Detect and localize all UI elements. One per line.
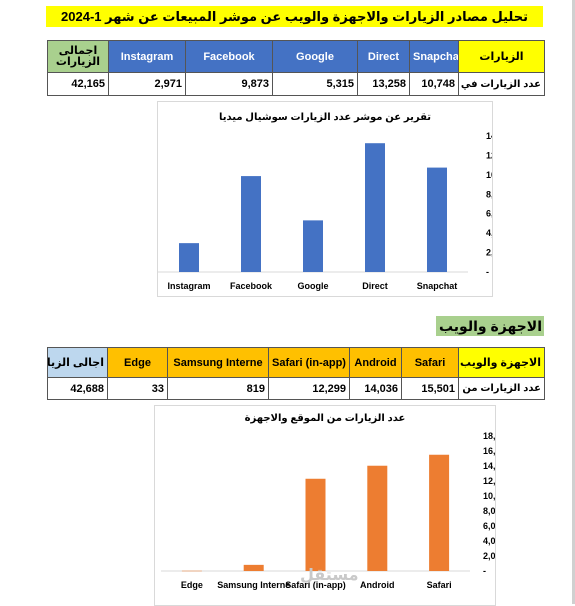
- table-cell: 5,315: [272, 72, 358, 96]
- bar: [429, 454, 450, 571]
- column-header: Google: [272, 40, 358, 73]
- column-header: Direct: [357, 40, 410, 73]
- bar: [181, 570, 202, 572]
- y-tick-label: 8,000: [486, 189, 492, 199]
- table-cell: 33: [107, 377, 168, 400]
- bar: [365, 143, 385, 272]
- page-title: تحليل مصادر الزيارات والاجهزة والويب عن …: [46, 6, 543, 27]
- table-cell: 13,258: [357, 72, 410, 96]
- window-edge: [572, 0, 575, 604]
- bar: [243, 564, 264, 571]
- column-header: Facebook: [185, 40, 273, 73]
- y-tick-label: 12,000: [486, 150, 492, 160]
- bar: [305, 478, 326, 571]
- table-cell: 819: [167, 377, 269, 400]
- column-header: Edge: [107, 347, 168, 378]
- social-chart-plot: Instagram Facebook Google Direct Snapchat - 2,…: [158, 131, 492, 291]
- y-tick-label: 14,000: [483, 461, 495, 471]
- y-tick-label: 4,000: [486, 228, 492, 238]
- column-header: Samsung Interne: [167, 347, 269, 378]
- bar: [427, 167, 447, 272]
- total-visits-header: اجمالى الزيارات: [47, 40, 109, 73]
- table-cell: 15,501: [401, 377, 459, 400]
- x-tick-label: Facebook: [230, 281, 273, 291]
- x-tick-label: Edge: [181, 580, 203, 590]
- y-tick-label: 4,000: [483, 536, 495, 546]
- bar: [241, 176, 261, 272]
- y-tick-label: 6,000: [483, 521, 495, 531]
- x-tick-label: Safari: [427, 580, 452, 590]
- table-cell: 2,971: [108, 72, 186, 96]
- total-visits-value: 42,165: [47, 72, 109, 96]
- x-tick-label: Android: [360, 580, 395, 590]
- x-tick-label: Samsung Interne: [217, 580, 290, 590]
- x-tick-label: Snapchat: [417, 281, 458, 291]
- y-tick-label: 18,000: [483, 431, 495, 441]
- total-visits-value: 42,688: [47, 377, 108, 400]
- column-header: Safari (in-app): [268, 347, 350, 378]
- social-traffic-table: اجمالى الزيارات Instagram Facebook Googl…: [47, 40, 545, 96]
- y-tick-label: 16,000: [483, 446, 495, 456]
- table-cell: 12,299: [268, 377, 350, 400]
- column-header: Safari: [401, 347, 459, 378]
- table-cell: 14,036: [349, 377, 402, 400]
- devices-traffic-table: اجالى الزيارات Edge Samsung Interne Safa…: [47, 347, 545, 400]
- y-tick-label: 2,000: [486, 248, 492, 258]
- bar: [179, 243, 199, 272]
- row-header-label: الزيارات: [458, 40, 545, 73]
- social-chart: تقرير عن موشر عدد الزيارات سوشيال ميديا …: [157, 101, 493, 297]
- y-tick-label: 12,000: [483, 476, 495, 486]
- column-header: Instagram: [108, 40, 186, 73]
- x-tick-label: Safari (in-app): [285, 580, 346, 590]
- watermark-logo: مستقل: [300, 567, 359, 584]
- y-tick-label: -: [486, 267, 489, 277]
- section-heading: الاجهزة والويب: [436, 316, 544, 336]
- total-visits-header: اجالى الزيارات: [47, 347, 108, 378]
- x-tick-label: Google: [298, 281, 329, 291]
- column-header: Android: [349, 347, 402, 378]
- row-label: عدد الزيارات في السوشيال ميديا: [458, 72, 545, 96]
- row-label: عدد الزيارات من الموقع والاجهزة: [458, 377, 545, 400]
- column-header: Snapchat: [409, 40, 459, 73]
- y-tick-label: 2,000: [483, 551, 495, 561]
- x-tick-label: Instagram: [167, 281, 210, 291]
- y-tick-label: -: [483, 566, 486, 576]
- chart-title: تقرير عن موشر عدد الزيارات سوشيال ميديا: [218, 112, 432, 123]
- bar: [367, 465, 388, 571]
- x-tick-label: Direct: [362, 281, 388, 291]
- y-tick-label: 8,000: [483, 506, 495, 516]
- table-cell: 9,873: [185, 72, 273, 96]
- y-tick-label: 6,000: [486, 209, 492, 219]
- bar: [303, 220, 323, 272]
- row-header-label: الاجهزة والويب: [458, 347, 545, 378]
- y-tick-label: 10,000: [483, 491, 495, 501]
- y-tick-label: 10,000: [486, 170, 492, 180]
- y-tick-label: 14,000: [486, 131, 492, 141]
- chart-title: عدد الزيارات من الموقع والاجهزة: [244, 413, 406, 424]
- table-cell: 10,748: [409, 72, 459, 96]
